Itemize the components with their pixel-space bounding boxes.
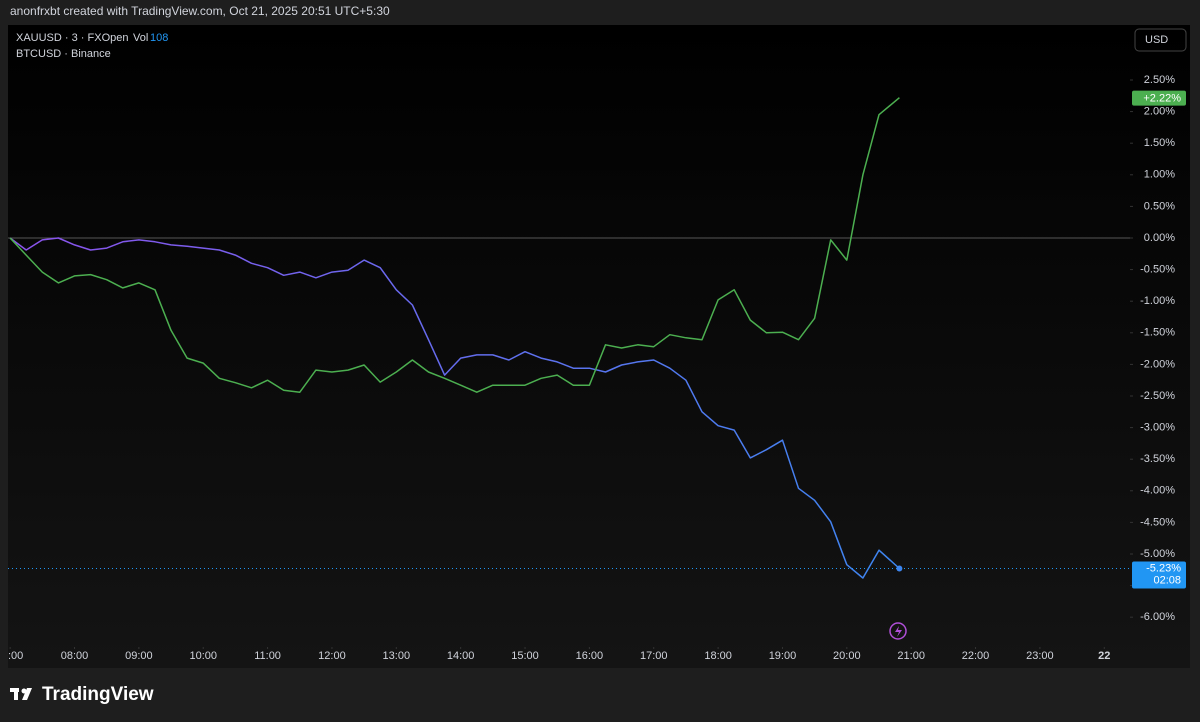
y-tick-label: -2.50% bbox=[1140, 390, 1175, 402]
price-box bbox=[1132, 90, 1186, 106]
legend-entry: XAUUSD · 3 · FXOpen bbox=[16, 32, 128, 44]
brand: TradingView bbox=[42, 684, 154, 705]
y-tick-label: 2.50% bbox=[1144, 74, 1175, 86]
price-label: +2.22% bbox=[1143, 93, 1181, 105]
logo bbox=[10, 688, 32, 700]
legend-entry: BTCUSD · Binance bbox=[16, 48, 111, 60]
x-tick-label: 18:00 bbox=[704, 650, 732, 662]
y-tick-label: -4.50% bbox=[1140, 516, 1175, 528]
x-tick-label: 12:00 bbox=[318, 650, 346, 662]
x-tick-label: 16:00 bbox=[576, 650, 604, 662]
last-point bbox=[896, 565, 903, 572]
y-tick-label: -3.50% bbox=[1140, 453, 1175, 465]
x-tick-label: 21:00 bbox=[897, 650, 925, 662]
event-icon[interactable] bbox=[889, 622, 907, 640]
y-tick-label: -5.00% bbox=[1140, 548, 1175, 560]
y-tick-label: -4.00% bbox=[1140, 485, 1175, 497]
x-tick-label: 14:00 bbox=[447, 650, 475, 662]
y-tick-label: 2.00% bbox=[1144, 105, 1175, 117]
x-tick-label: 13:00 bbox=[383, 650, 411, 662]
y-tick-label: -2.00% bbox=[1140, 358, 1175, 370]
x-tick-label: 23:00 bbox=[1026, 650, 1054, 662]
y-tick-label: -1.50% bbox=[1140, 327, 1175, 339]
x-tick-label: 15:00 bbox=[511, 650, 539, 662]
y-tick-label: 0.00% bbox=[1144, 232, 1175, 244]
price-box bbox=[1132, 561, 1186, 589]
y-tick-label: 0.50% bbox=[1144, 200, 1175, 212]
x-tick-label: 22:00 bbox=[962, 650, 990, 662]
volume-value: 108 bbox=[150, 32, 168, 44]
volume-label: Vol bbox=[133, 32, 148, 44]
currency-button[interactable] bbox=[1134, 28, 1187, 52]
caption: anonfrxbt created with TradingView.com, … bbox=[10, 4, 390, 18]
countdown: 02:08 bbox=[1153, 574, 1181, 586]
y-tick-label: -0.50% bbox=[1140, 263, 1175, 275]
x-tick-label: 19:00 bbox=[769, 650, 797, 662]
series-line bbox=[9, 97, 900, 393]
y-tick-label: 1.00% bbox=[1144, 169, 1175, 181]
x-tick-label: 09:00 bbox=[125, 650, 153, 662]
x-tick-label: 17:00 bbox=[640, 650, 668, 662]
y-tick-label: -6.00% bbox=[1140, 611, 1175, 623]
x-tick-label: 22 bbox=[1098, 650, 1110, 662]
x-tick-label: 08:00 bbox=[61, 650, 89, 662]
x-tick-label: 10:00 bbox=[189, 650, 217, 662]
x-tick-label: :00 bbox=[8, 650, 23, 662]
y-tick-label: -3.00% bbox=[1140, 421, 1175, 433]
series-line bbox=[9, 237, 900, 579]
currency[interactable]: USD bbox=[1145, 34, 1168, 46]
y-tick-label: 1.50% bbox=[1144, 137, 1175, 149]
y-tick-label: -1.00% bbox=[1140, 295, 1175, 307]
plot-background bbox=[8, 25, 1190, 668]
price-label: -5.23% bbox=[1146, 562, 1181, 574]
x-tick-label: 20:00 bbox=[833, 650, 861, 662]
event-icon-bolt bbox=[895, 626, 902, 637]
x-tick-label: 11:00 bbox=[254, 650, 281, 662]
